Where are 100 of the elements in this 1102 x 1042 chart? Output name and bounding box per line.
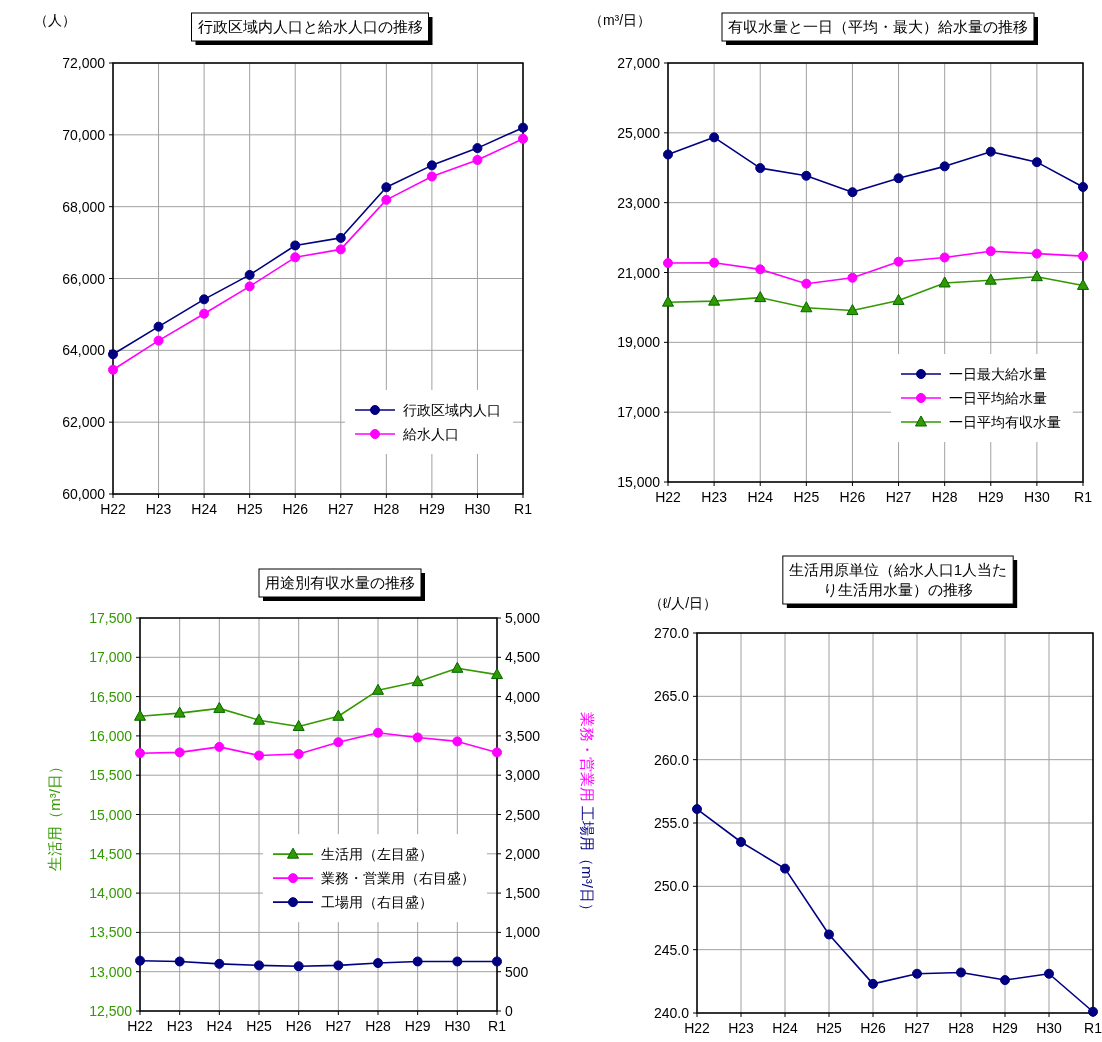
x-tick-label: H23 <box>166 1018 193 1034</box>
point <box>912 968 922 979</box>
x-tick-label: H29 <box>419 501 445 517</box>
point <box>373 727 383 738</box>
y-tick-label: 21,000 <box>617 264 661 281</box>
legend-label: 業務・営業用（右目盛） <box>321 870 475 887</box>
point <box>373 958 383 969</box>
legend-label: 一日平均有収水量 <box>949 414 1061 430</box>
point <box>333 737 344 748</box>
point <box>426 160 437 171</box>
point <box>333 960 344 971</box>
point <box>985 146 996 157</box>
chart-title: 生活用原単位（給水人口1人当たり生活用水量）の推移 <box>788 561 1008 598</box>
point <box>663 258 673 269</box>
y2-tick-label: 1,000 <box>505 924 541 941</box>
point <box>939 161 950 172</box>
y2-axis-title: 業務・営業用 工場用（m³/日） <box>579 712 596 918</box>
legend-label: 生活用（左目盛） <box>321 846 433 863</box>
point <box>108 349 118 360</box>
point <box>736 837 746 847</box>
y-tick-label: 260.0 <box>653 751 690 768</box>
point <box>939 252 950 263</box>
legend-label: 工場用（右目盛） <box>321 894 433 911</box>
y-tick-label: 64,000 <box>62 342 106 359</box>
point <box>847 187 858 198</box>
x-tick-label: R1 <box>1084 1020 1102 1036</box>
x-tick-label: R1 <box>1074 489 1093 505</box>
point <box>518 133 528 144</box>
y2-tick-label: 2,500 <box>505 806 541 823</box>
point <box>491 668 503 680</box>
legend-label: 行政区域内人口 <box>403 402 501 418</box>
point <box>134 709 146 721</box>
point <box>800 301 813 313</box>
point <box>956 967 966 978</box>
y-tick-label: 15,000 <box>617 474 661 490</box>
x-tick-label: H28 <box>365 1018 392 1034</box>
y-tick-label: 245.0 <box>653 941 690 958</box>
y-tick-label: 27,000 <box>617 55 661 71</box>
y-tick-label: 16,000 <box>89 727 133 744</box>
y-tick-label: 240.0 <box>653 1005 690 1021</box>
x-tick-label: H26 <box>860 1020 887 1036</box>
y2-tick-label: 1,500 <box>505 885 541 902</box>
point <box>1030 270 1043 282</box>
point <box>755 264 766 275</box>
point <box>708 294 721 306</box>
x-tick-label: H22 <box>684 1020 711 1036</box>
y2-tick-label: 3,000 <box>505 767 541 784</box>
point <box>381 182 392 193</box>
x-tick-label: H24 <box>747 489 774 505</box>
point <box>293 748 304 759</box>
legend-label: 一日平均給水量 <box>949 390 1047 406</box>
point <box>868 978 878 989</box>
point <box>452 956 463 967</box>
point <box>892 293 905 305</box>
x-tick-label: H24 <box>191 501 218 517</box>
point <box>153 321 164 332</box>
x-tick-label: H29 <box>977 489 1004 505</box>
point <box>518 122 528 133</box>
x-tick-label: H27 <box>325 1018 352 1034</box>
x-tick-label: H24 <box>206 1018 233 1034</box>
point <box>244 269 255 280</box>
y-axis-title: （ℓ/人/日） <box>648 595 718 611</box>
point <box>1044 968 1054 979</box>
y-tick-label: 60,000 <box>62 486 106 502</box>
x-tick-label: H22 <box>127 1018 154 1034</box>
point <box>412 956 423 967</box>
point <box>780 863 790 874</box>
point <box>1077 278 1089 290</box>
y2-tick-label: 3,500 <box>505 727 541 744</box>
x-tick-label: H27 <box>327 501 354 517</box>
y-axis-title: （m³/日） <box>588 12 652 28</box>
point <box>938 276 951 288</box>
y-tick-label: 265.0 <box>653 688 690 705</box>
point <box>332 709 345 721</box>
y-tick-label: 12,500 <box>89 1003 133 1019</box>
chart-title: 行政区域内人口と給水人口の推移 <box>197 18 423 35</box>
x-tick-label: H26 <box>839 489 866 505</box>
y-tick-label: 72,000 <box>62 55 106 71</box>
y-tick-label: 23,000 <box>617 194 661 211</box>
point <box>335 244 346 255</box>
point <box>755 163 766 174</box>
y-tick-label: 270.0 <box>653 625 690 641</box>
y-tick-label: 15,000 <box>89 806 133 823</box>
point <box>411 675 424 687</box>
point <box>472 154 483 165</box>
x-tick-label: H30 <box>1024 489 1050 505</box>
point <box>108 364 118 375</box>
point <box>153 335 164 346</box>
x-tick-label: H25 <box>793 489 820 505</box>
legend-label: 一日最大給水量 <box>949 366 1047 382</box>
y-tick-label: 250.0 <box>653 878 690 895</box>
x-tick-label: H29 <box>992 1020 1019 1036</box>
y2-tick-label: 4,000 <box>505 688 541 705</box>
point <box>452 736 463 747</box>
point <box>801 278 812 289</box>
point <box>1078 251 1088 262</box>
y-tick-label: 14,000 <box>89 885 133 902</box>
point <box>253 713 265 725</box>
y-tick-label: 19,000 <box>617 334 661 351</box>
y-tick-label: 68,000 <box>62 198 106 215</box>
